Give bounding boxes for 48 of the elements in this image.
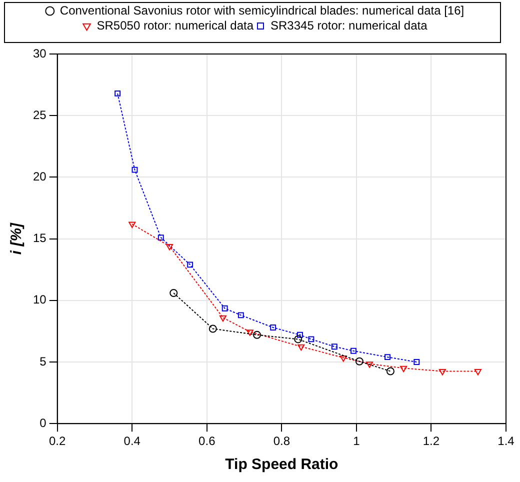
point	[270, 324, 276, 330]
point	[331, 344, 338, 350]
point	[222, 305, 228, 312]
point	[158, 234, 164, 241]
x-tick-label: 1.4	[498, 434, 515, 448]
point	[114, 90, 121, 96]
point	[166, 244, 174, 250]
point	[253, 330, 261, 339]
point	[208, 324, 217, 333]
point	[238, 312, 244, 318]
x-tick-label: 1	[353, 434, 360, 448]
legend-label: Conventional Savonius rotor with semicylindrical blades: numerical data [16]	[60, 3, 464, 18]
x-tick-label: 0.8	[273, 434, 290, 448]
legend-label: SR5050 rotor: numerical data	[96, 18, 254, 32]
point	[366, 362, 374, 368]
point	[294, 335, 302, 344]
y-tick-label: 0	[40, 416, 47, 430]
point	[297, 332, 303, 338]
x-tick-label: 0.6	[198, 434, 216, 448]
point	[355, 357, 364, 366]
point	[298, 344, 305, 351]
point	[474, 368, 482, 376]
y-tick-label: 25	[32, 108, 47, 122]
x-axis-title: Tip Speed Ratio	[225, 456, 338, 474]
point	[219, 315, 227, 322]
point	[400, 366, 408, 372]
legend-label: SR3345 rotor: numerical data	[270, 18, 428, 32]
point	[386, 367, 394, 376]
point	[128, 222, 136, 228]
x-tick-label: 0.2	[49, 434, 66, 448]
y-axis-title: i [%]	[8, 222, 26, 255]
y-tick-label: 30	[32, 46, 47, 60]
x-tick-label: 0.4	[124, 434, 141, 448]
y-tick-label: 5	[40, 354, 47, 368]
point	[384, 354, 390, 360]
y-tick-label: 10	[32, 292, 47, 307]
point	[187, 262, 194, 268]
point	[438, 368, 446, 376]
y-tick-label: 15	[32, 231, 47, 246]
x-tick-label: 1.2	[422, 434, 440, 448]
point	[308, 336, 314, 342]
point	[340, 355, 347, 362]
point	[414, 359, 420, 365]
point	[170, 289, 178, 298]
point	[246, 330, 254, 336]
point	[132, 166, 138, 173]
y-tick-label: 20	[32, 170, 47, 184]
point	[350, 348, 356, 354]
